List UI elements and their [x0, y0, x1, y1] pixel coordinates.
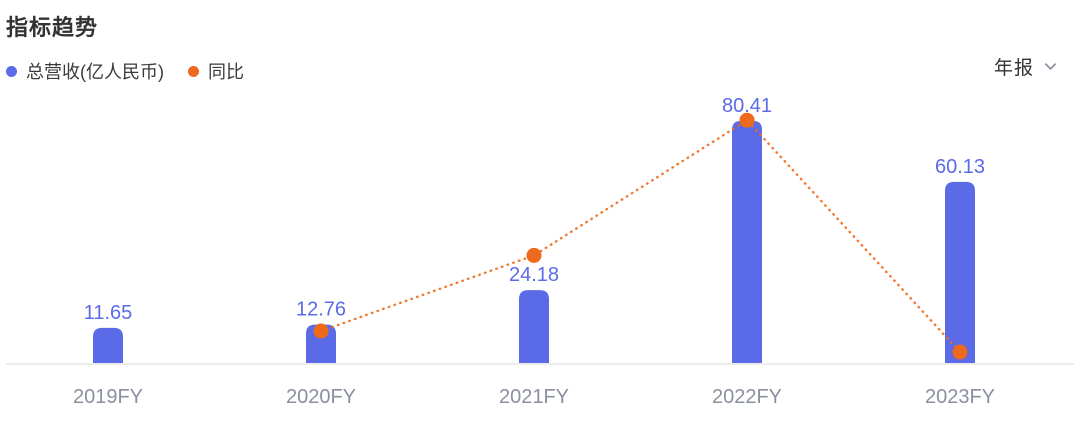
- yoy-point-2023FY[interactable]: [952, 344, 968, 360]
- revenue-value-label-2019FY: 11.65: [84, 302, 133, 324]
- revenue-value-label-2023FY: 60.13: [935, 156, 985, 178]
- revenue-bar-2020FY[interactable]: [306, 324, 336, 363]
- revenue-bar-2019FY[interactable]: [93, 327, 123, 363]
- x-tick-label-2020FY: 2020FY: [286, 386, 356, 408]
- yoy-line: [319, 118, 962, 354]
- yoy-point-2020FY[interactable]: [313, 323, 329, 339]
- legend-item-yoy[interactable]: 同比: [188, 58, 244, 84]
- legend-yoy-dot-icon: [188, 65, 199, 77]
- revenue-value-label-2021FY: 24.18: [509, 264, 559, 286]
- x-tick-label-2019FY: 2019FY: [73, 386, 143, 408]
- chevron-down-icon: [1044, 63, 1057, 70]
- legend-revenue-dot-icon: [6, 65, 17, 77]
- x-tick-label-2021FY: 2021FY: [499, 386, 569, 408]
- revenue-bar-2023FY[interactable]: [945, 181, 975, 363]
- legend-yoy-label: 同比: [208, 62, 244, 82]
- chart-legend: 总营收(亿人民币) 同比: [6, 58, 244, 84]
- revenue-value-label-2020FY: 12.76: [296, 299, 346, 321]
- period-selector[interactable]: 年报: [994, 53, 1058, 80]
- page-title: 指标趋势: [6, 15, 99, 40]
- legend-revenue-label: 总营收(亿人民币): [26, 62, 164, 82]
- revenue-bar-2022FY[interactable]: [732, 120, 762, 363]
- yoy-point-2022FY[interactable]: [739, 112, 755, 128]
- period-selector-value: 年报: [993, 58, 1034, 79]
- x-tick-label-2023FY: 2023FY: [925, 386, 995, 408]
- revenue-bar-2021FY[interactable]: [519, 290, 549, 363]
- x-tick-label-2022FY: 2022FY: [712, 386, 782, 408]
- legend-item-revenue[interactable]: 总营收(亿人民币): [6, 58, 164, 84]
- yoy-point-2021FY[interactable]: [526, 247, 542, 263]
- revenue-value-label-2022FY: 80.41: [722, 95, 772, 117]
